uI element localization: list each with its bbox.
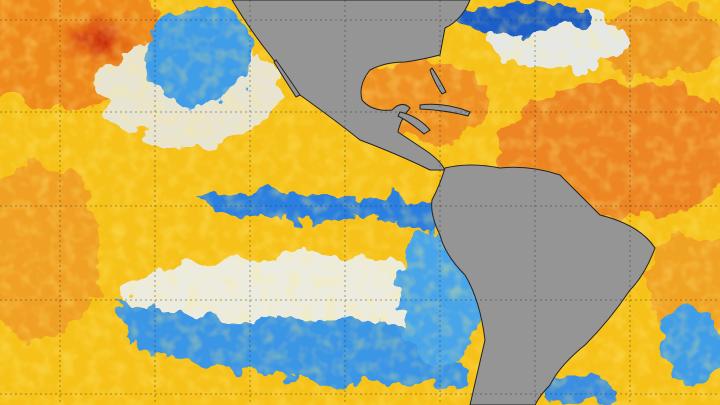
land [231, 0, 656, 405]
baja-california [273, 59, 301, 98]
florida [429, 67, 447, 95]
north-america [231, 0, 471, 171]
south-america [431, 164, 656, 405]
yucatan [397, 111, 431, 135]
cuba [419, 103, 471, 117]
